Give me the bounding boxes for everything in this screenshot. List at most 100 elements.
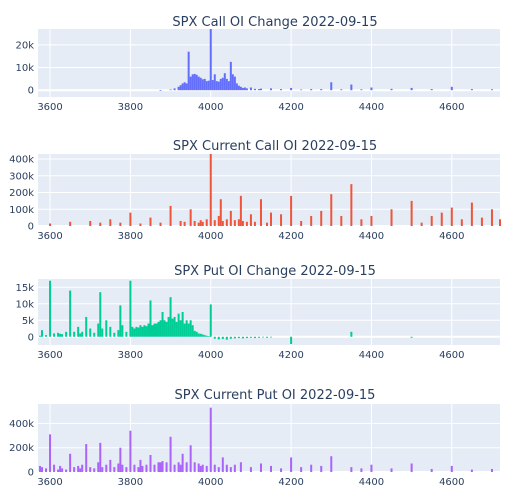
bar	[185, 320, 188, 337]
bar	[330, 456, 333, 472]
bar	[191, 74, 194, 91]
bar	[420, 222, 423, 226]
bar	[470, 202, 473, 226]
bar	[209, 29, 212, 91]
bar	[121, 325, 124, 337]
bar	[161, 461, 164, 472]
bar	[237, 219, 240, 226]
bar	[69, 453, 72, 472]
bar	[231, 74, 234, 91]
chart-title: SPX Put OI Change 2022-09-15	[174, 264, 376, 279]
chart-title: SPX Current Call OI 2022-09-15	[173, 139, 377, 154]
bar	[223, 73, 226, 91]
x-tick-label: 4000	[198, 477, 223, 488]
x-tick-label: 4600	[439, 350, 464, 361]
bar	[147, 323, 150, 337]
bar	[257, 336, 260, 338]
bar	[59, 465, 62, 472]
bar	[101, 328, 104, 337]
bar	[370, 87, 373, 91]
bar	[201, 79, 204, 91]
bar	[215, 81, 218, 91]
bar	[245, 88, 248, 91]
bar	[201, 464, 204, 472]
bar	[217, 215, 220, 226]
bar	[133, 464, 136, 472]
bar	[259, 463, 262, 472]
bar	[193, 73, 196, 91]
y-tick-label: 0	[28, 468, 34, 479]
bar	[183, 82, 186, 91]
bar	[159, 222, 162, 226]
bar	[49, 223, 52, 226]
bar	[53, 464, 56, 472]
bar	[97, 462, 100, 472]
bar	[390, 468, 393, 472]
bar	[237, 336, 240, 339]
bar	[109, 219, 112, 226]
x-tick-label: 3600	[37, 102, 62, 113]
bar	[235, 83, 238, 91]
x-tick-label: 4600	[439, 477, 464, 488]
x-tick-label: 4000	[198, 231, 223, 242]
bar	[157, 321, 160, 337]
bar	[470, 89, 473, 91]
bar	[49, 434, 52, 472]
bar	[390, 209, 393, 226]
x-tick-label: 4600	[439, 102, 464, 113]
bar	[81, 464, 84, 472]
y-tick-label: 0	[28, 222, 34, 233]
bar	[153, 323, 156, 337]
bar	[410, 336, 413, 338]
chart-panel-1: SPX Call OI Change 2022-09-15 3600 3800 400…	[15, 15, 500, 113]
x-tick-label: 4400	[359, 102, 384, 113]
bar	[183, 221, 186, 226]
bar	[229, 210, 232, 226]
bar	[81, 331, 84, 337]
bar	[480, 217, 483, 226]
bar	[193, 462, 196, 472]
bar	[163, 320, 166, 337]
bar	[219, 199, 222, 226]
bar	[179, 220, 182, 226]
bar	[205, 219, 208, 226]
x-tick-label: 4000	[198, 350, 223, 361]
plot-background	[38, 29, 500, 97]
bar	[173, 464, 176, 472]
bar	[191, 325, 194, 337]
bar	[199, 220, 202, 226]
chart-panel-3: SPX Put OI Change 2022-09-15 3600 3800 4000…	[15, 264, 500, 361]
bar	[430, 468, 433, 472]
bar	[261, 336, 264, 338]
bar	[213, 464, 216, 472]
bar	[139, 459, 142, 472]
bar	[149, 217, 152, 226]
bar	[360, 468, 363, 472]
bar	[350, 184, 353, 226]
bar	[119, 305, 122, 337]
bar	[117, 330, 120, 337]
bar	[139, 223, 142, 226]
y-tick-label: 200k	[9, 443, 34, 454]
bar	[121, 464, 124, 472]
bar	[173, 316, 176, 337]
bar	[145, 326, 148, 337]
bar	[350, 467, 353, 472]
bar	[310, 464, 313, 472]
bar	[237, 85, 240, 91]
bar	[45, 335, 48, 337]
bar	[149, 455, 152, 472]
bar	[85, 444, 88, 472]
bar	[270, 465, 273, 472]
x-tick-label: 3800	[118, 231, 143, 242]
bar	[93, 332, 96, 337]
x-tick-label: 3800	[118, 477, 143, 488]
bar	[153, 464, 156, 472]
x-tick-label: 4600	[439, 231, 464, 242]
bar	[137, 467, 140, 472]
bar	[189, 209, 192, 226]
bar	[117, 463, 120, 472]
bar	[159, 462, 162, 472]
bar	[241, 336, 244, 339]
bar	[135, 326, 138, 337]
